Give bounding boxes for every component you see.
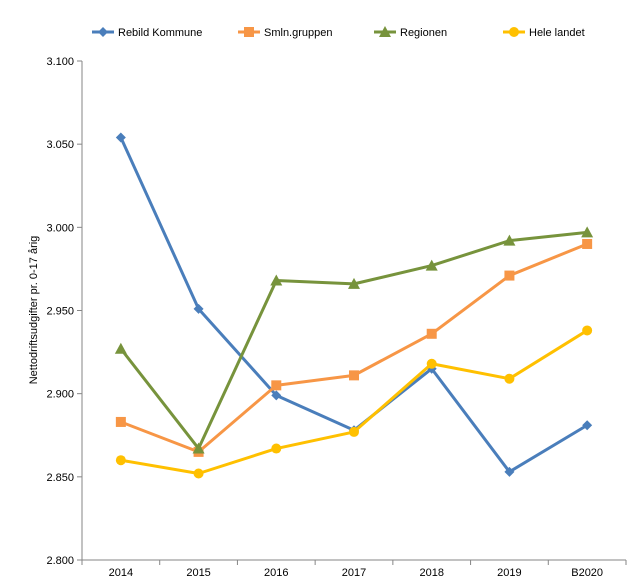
data-point-regionen (581, 226, 594, 238)
y-tick-label: 2.850 (46, 472, 74, 484)
data-point-regionen (192, 442, 205, 454)
series-hele-landet (115, 325, 593, 479)
y-tick-label: 3.100 (46, 56, 74, 68)
data-point-hele-landet (349, 426, 359, 437)
series-line-smln-gruppen (120, 242, 588, 454)
data-point-rebild-kommune (193, 303, 204, 314)
data-point-smln-gruppen (349, 370, 359, 381)
legend-item-rebild-kommune: Rebild Kommune (92, 27, 202, 39)
series-regionen (114, 226, 594, 454)
data-point-smln-gruppen (271, 380, 282, 391)
legend-item-smln-gruppen: Smln.gruppen (238, 27, 333, 39)
series-line-rebild-kommune (119, 136, 588, 474)
series-rebild-kommune (115, 132, 593, 477)
legend-item-hele-landet: Hele landet (503, 27, 585, 39)
data-point-smln-gruppen (582, 238, 593, 249)
data-point-regionen (270, 274, 283, 286)
x-tick-label: 2018 (419, 567, 443, 579)
data-point-hele-landet (115, 455, 126, 466)
x-tick-label: 2016 (264, 567, 288, 579)
data-point-rebild-kommune (271, 390, 282, 401)
data-point-smln-gruppen (504, 270, 515, 281)
data-point-regionen (114, 342, 127, 354)
legend-label: Regionen (400, 27, 447, 39)
y-tick-label: 2.900 (46, 389, 74, 401)
x-tick-label: 2019 (497, 567, 521, 579)
data-point-rebild-kommune (582, 420, 593, 431)
y-tick-label: 3.050 (46, 139, 74, 151)
series-layer (114, 132, 594, 479)
axes: 2.800 2.850 2.900 2.950 3.000 3.050 3.100 2014 2… (46, 56, 627, 579)
legend-label: Rebild Kommune (118, 27, 202, 39)
legend-item-regionen: Regionen (374, 26, 447, 39)
y-tick-label: 2.950 (46, 306, 74, 318)
data-point-hele-landet (426, 358, 437, 369)
x-tick-label: 2015 (186, 567, 210, 579)
series-line-regionen (119, 230, 588, 451)
data-point-smln-gruppen (426, 328, 437, 339)
data-point-rebild-kommune (504, 466, 515, 477)
data-point-regionen (503, 234, 516, 246)
legend-marker (379, 26, 391, 37)
data-point-hele-landet (193, 468, 204, 479)
y-tick-label: 2.800 (46, 555, 74, 567)
data-point-hele-landet (271, 443, 282, 454)
data-point-rebild-kommune (115, 132, 126, 143)
series-smln-gruppen (115, 238, 593, 457)
data-point-hele-landet (504, 373, 515, 384)
data-point-smln-gruppen (115, 416, 126, 427)
legend-marker (509, 27, 519, 37)
legend-marker (98, 27, 108, 37)
legend: Rebild Kommune Smln.gruppen Regionen Hele l… (92, 26, 585, 39)
y-axis-label: Nettodriftsudgifter pr. 0-17 årig (28, 236, 40, 385)
data-point-regionen (348, 277, 360, 289)
data-point-regionen (425, 259, 438, 271)
legend-marker (244, 27, 254, 37)
y-tick-label: 3.000 (46, 222, 74, 234)
data-point-hele-landet (582, 325, 593, 336)
legend-label: Hele landet (529, 27, 585, 39)
x-tick-label: 2014 (109, 567, 133, 579)
x-tick-label: 2017 (342, 567, 366, 579)
x-tick-label: B2020 (571, 567, 603, 579)
series-line-hele-landet (120, 329, 588, 476)
legend-label: Smln.gruppen (264, 27, 333, 39)
